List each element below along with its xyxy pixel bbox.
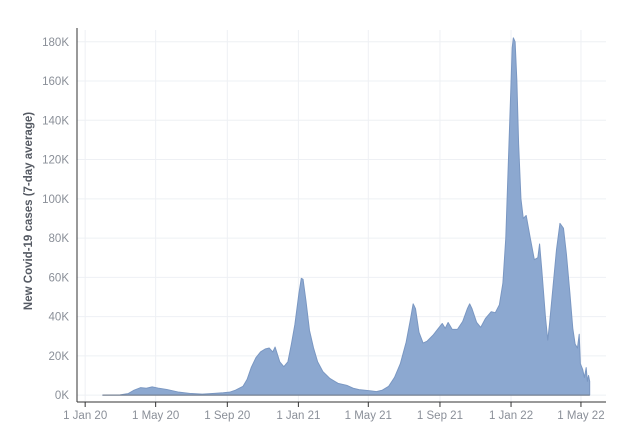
x-tick-label: 1 May 22: [557, 410, 604, 422]
y-tick-label: 100K: [42, 194, 69, 206]
y-tick-label: 180K: [42, 37, 69, 49]
y-tick-label: 40K: [49, 312, 70, 324]
y-tick-label: 120K: [42, 155, 69, 167]
x-tick-label: 1 Jan 22: [489, 410, 533, 422]
y-tick-label: 20K: [49, 351, 70, 363]
x-tick-label: 1 Jan 20: [63, 410, 107, 422]
x-tick-label: 1 Jan 21: [276, 410, 320, 422]
y-axis-title: New Covid-19 cases (7-day average): [23, 112, 35, 310]
x-tick-label: 1 Sep 20: [204, 410, 250, 422]
y-tick-label: 60K: [49, 272, 70, 284]
y-tick-label: 160K: [42, 76, 69, 88]
axes: [76, 28, 606, 403]
x-tick-label: 1 May 20: [132, 410, 179, 422]
y-tick-label: 80K: [49, 233, 70, 245]
series-area-group: [102, 37, 591, 396]
y-tick-label: 0K: [55, 390, 69, 402]
x-axis-ticks: 1 Jan 20 1 May 20 1 Sep 20 1 Jan 21 1 May 21…: [63, 402, 605, 422]
cases-area: [102, 37, 591, 396]
y-tick-label: 140K: [42, 115, 69, 127]
x-tick-label: 1 Sep 21: [417, 410, 463, 422]
x-tick-label: 1 May 21: [345, 410, 392, 422]
y-axis-ticks: 0K 20K 40K 60K 80K 100K 120K 140K 160K 180K: [42, 37, 69, 402]
